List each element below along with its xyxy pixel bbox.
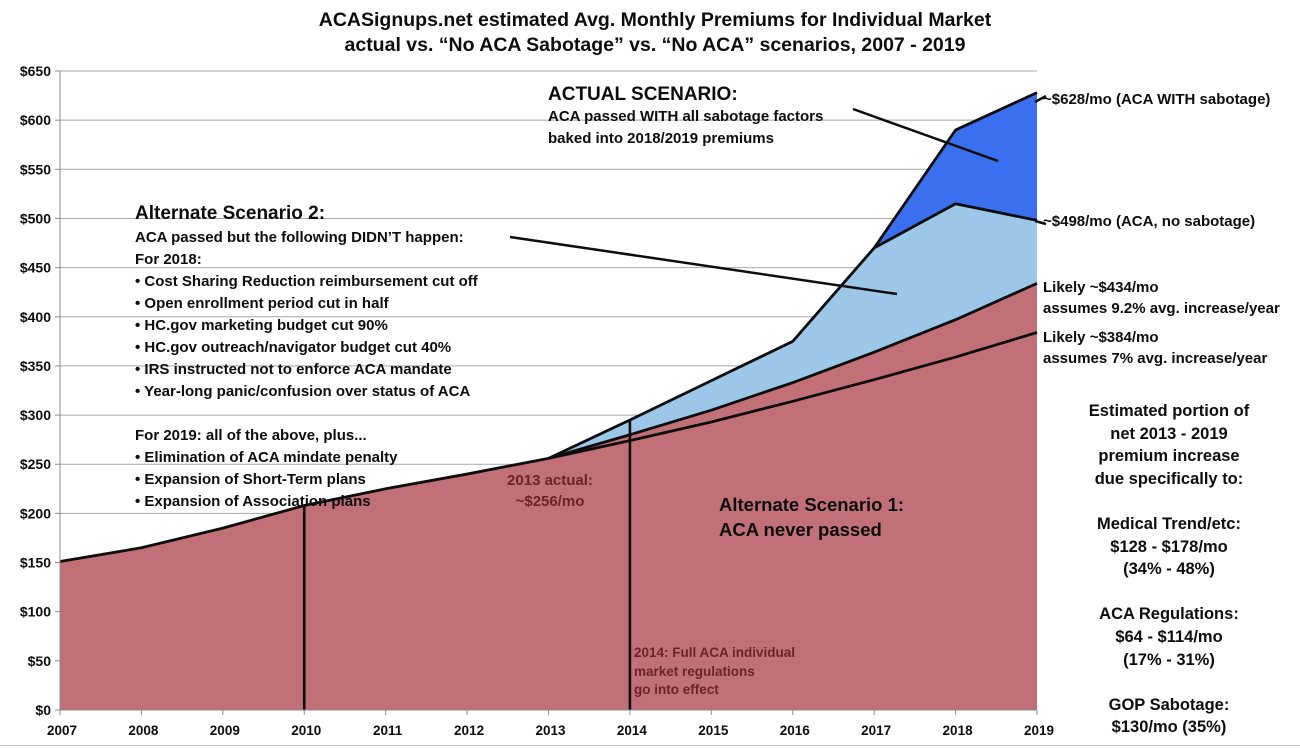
text-line: $128 - $178/mo xyxy=(1110,537,1228,556)
text-line: 2014: Full ACA individual xyxy=(634,645,796,660)
alt2-heading: Alternate Scenario 2: xyxy=(135,203,326,224)
text-line: Medical Trend/etc: xyxy=(1097,514,1241,533)
text-line: • Expansion of Association plans xyxy=(135,493,371,510)
text-line: • Elimination of ACA mindate penalty xyxy=(135,449,398,466)
text-line: • Cost Sharing Reduction reimbursement c… xyxy=(135,273,478,290)
annotation-alternate-scenario-1: Alternate Scenario 1: ACA never passed xyxy=(719,492,904,542)
x-axis-label: 2008 xyxy=(128,723,159,738)
y-axis-label: $550 xyxy=(20,161,51,177)
annotation-2013-line1: 2013 actual: xyxy=(507,472,593,489)
y-axis-label: $600 xyxy=(20,112,51,128)
label-628-with-sabotage: ~$628/mo (ACA WITH sabotage) xyxy=(1043,91,1271,108)
y-axis-label: $650 xyxy=(20,63,51,79)
text-line: baked into 2018/2019 premiums xyxy=(548,129,774,147)
x-axis-label: 2009 xyxy=(210,723,240,738)
x-axis-label: 2013 xyxy=(535,723,566,738)
y-axis-label: $500 xyxy=(20,210,51,226)
x-axis-label: 2012 xyxy=(454,723,484,738)
alt1-line2: ACA never passed xyxy=(719,519,882,540)
y-axis-label: $350 xyxy=(20,358,51,374)
annotation-alternate-scenario-2: Alternate Scenario 2: ACA passed but the… xyxy=(135,201,478,513)
text-line: ACA passed but the following DIDN’T happ… xyxy=(135,229,464,246)
text-line: For 2019: all of the above, plus... xyxy=(135,427,367,444)
line-aca-with-sabotage xyxy=(873,91,1038,249)
label-434-line1: Likely ~$434/mo xyxy=(1043,279,1159,296)
y-axis-label: $300 xyxy=(20,407,51,423)
x-axis-label: 2007 xyxy=(47,723,77,738)
text-line: ACA Regulations: xyxy=(1099,605,1239,624)
actual-scenario-lines: ACA passed WITH all sabotage factors bake… xyxy=(548,106,823,149)
x-axis-label: 2010 xyxy=(291,723,321,738)
alt2-lines: ACA passed but the following DIDN’T happ… xyxy=(135,227,478,513)
text-line: go into effect xyxy=(634,682,719,697)
label-434-projection: Likely ~$434/mo assumes 9.2% avg. increa… xyxy=(1043,277,1280,319)
x-axis-label: 2017 xyxy=(861,723,891,738)
x-axis-label: 2018 xyxy=(943,723,974,738)
text-line: • Open enrollment period cut in half xyxy=(135,295,389,312)
text-line: (34% - 48%) xyxy=(1123,560,1215,579)
y-axis-label: $150 xyxy=(20,555,51,571)
y-axis-label: $400 xyxy=(20,309,51,325)
text-line xyxy=(1040,581,1298,604)
y-axis-label: $100 xyxy=(20,604,51,620)
text-line: • HC.gov outreach/navigator budget cut 4… xyxy=(135,339,452,356)
annotation-premium-increase-breakdown: Estimated portion of net 2013 - 2019 premi… xyxy=(1040,400,1298,739)
y-axis-label: $0 xyxy=(35,702,51,718)
annotation-pointer-line xyxy=(1034,94,1047,104)
label-498-no-sabotage: ~$498/mo (ACA, no sabotage) xyxy=(1043,213,1256,230)
x-axis-label: 2019 xyxy=(1024,723,1054,738)
y-axis-label: $50 xyxy=(28,653,52,669)
text-line: market regulations xyxy=(634,663,755,679)
x-axis-label: 2016 xyxy=(780,723,811,738)
text-line: • Year-long panic/confusion over status … xyxy=(135,383,471,400)
annotation-2013-actual: 2013 actual: ~$256/mo xyxy=(470,470,630,512)
text-line xyxy=(135,403,478,425)
y-axis-label: $250 xyxy=(20,456,51,472)
text-line: For 2018: xyxy=(135,251,202,268)
text-line xyxy=(1040,490,1298,513)
text-line: • HC.gov marketing budget cut 90% xyxy=(135,317,388,334)
text-line: • IRS instructed not to enforce ACA mand… xyxy=(135,361,452,378)
text-line xyxy=(1040,671,1298,694)
x-axis-label: 2014 xyxy=(617,723,648,738)
y-axis-label: $450 xyxy=(20,260,51,276)
text-line: $130/mo (35%) xyxy=(1111,718,1227,737)
chart-title-line1: ACASignups.net estimated Avg. Monthly Pr… xyxy=(318,9,992,31)
chart-title: ACASignups.net estimated Avg. Monthly Pr… xyxy=(10,8,1300,58)
alt1-line1: Alternate Scenario 1: xyxy=(719,494,905,515)
text-line: (17% - 31%) xyxy=(1123,650,1215,669)
text-line: due specifically to: xyxy=(1094,469,1244,488)
text-line: • Expansion of Short-Term plans xyxy=(135,471,366,488)
area-aca-no-sabotage xyxy=(548,203,1037,459)
text-line: $64 - $114/mo xyxy=(1115,627,1223,646)
annotation-pointer-line xyxy=(509,235,898,296)
chart-title-line2: actual vs. “No ACA Sabotage” vs. “No ACA… xyxy=(344,34,966,56)
annotation-2014-regulations: 2014: Full ACA individual market regulati… xyxy=(634,644,795,700)
y-axis-label: $200 xyxy=(20,505,51,521)
label-434-line2: assumes 9.2% avg. increase/year xyxy=(1043,300,1280,317)
label-384-line1: Likely ~$384/mo xyxy=(1043,329,1159,346)
x-axis-label: 2011 xyxy=(373,723,403,738)
label-384-projection: Likely ~$384/mo assumes 7% avg. increase… xyxy=(1043,327,1267,369)
x-axis-label: 2015 xyxy=(698,723,729,738)
text-line: net 2013 - 2019 xyxy=(1110,424,1228,443)
label-384-line2: assumes 7% avg. increase/year xyxy=(1043,350,1268,367)
area-aca-with-sabotage xyxy=(874,92,1037,248)
annotation-actual-scenario: ACTUAL SCENARIO: ACA passed WITH all sab… xyxy=(548,83,823,149)
text-line: GOP Sabotage: xyxy=(1108,695,1230,714)
text-line: ACA passed WITH all sabotage factors xyxy=(548,108,824,125)
text-line: Estimated portion of xyxy=(1088,402,1250,420)
text-line: premium increase xyxy=(1098,447,1240,466)
annotation-2013-line2: ~$256/mo xyxy=(515,493,585,510)
actual-scenario-heading: ACTUAL SCENARIO: xyxy=(548,84,738,105)
annotation-pointer-line xyxy=(1034,219,1047,226)
annotation-pointer-line xyxy=(852,107,999,163)
